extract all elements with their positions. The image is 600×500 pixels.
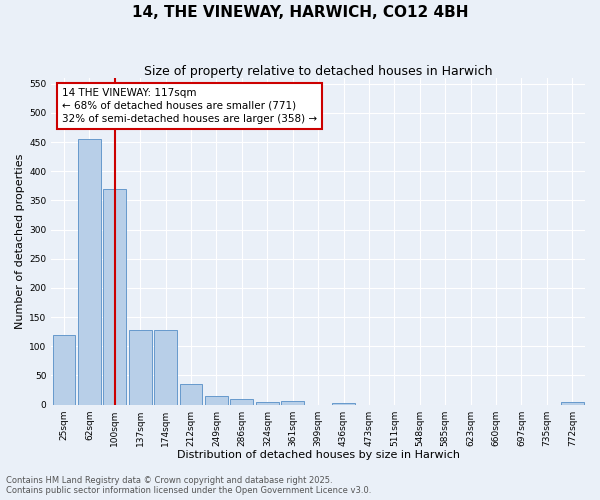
Bar	[205, 396, 228, 404]
Bar	[103, 189, 126, 404]
Title: Size of property relative to detached houses in Harwich: Size of property relative to detached ho…	[144, 65, 493, 78]
Bar	[154, 330, 177, 404]
Bar	[78, 139, 101, 404]
Text: 14, THE VINEWAY, HARWICH, CO12 4BH: 14, THE VINEWAY, HARWICH, CO12 4BH	[132, 5, 468, 20]
Bar	[179, 384, 202, 404]
Text: Contains HM Land Registry data © Crown copyright and database right 2025.
Contai: Contains HM Land Registry data © Crown c…	[6, 476, 371, 495]
Bar	[230, 400, 253, 404]
Bar	[129, 330, 152, 404]
Bar	[53, 334, 76, 404]
Y-axis label: Number of detached properties: Number of detached properties	[15, 154, 25, 329]
Bar	[281, 401, 304, 404]
Bar	[256, 402, 279, 404]
Text: 14 THE VINEWAY: 117sqm
← 68% of detached houses are smaller (771)
32% of semi-de: 14 THE VINEWAY: 117sqm ← 68% of detached…	[62, 88, 317, 124]
Bar	[561, 402, 584, 404]
X-axis label: Distribution of detached houses by size in Harwich: Distribution of detached houses by size …	[176, 450, 460, 460]
